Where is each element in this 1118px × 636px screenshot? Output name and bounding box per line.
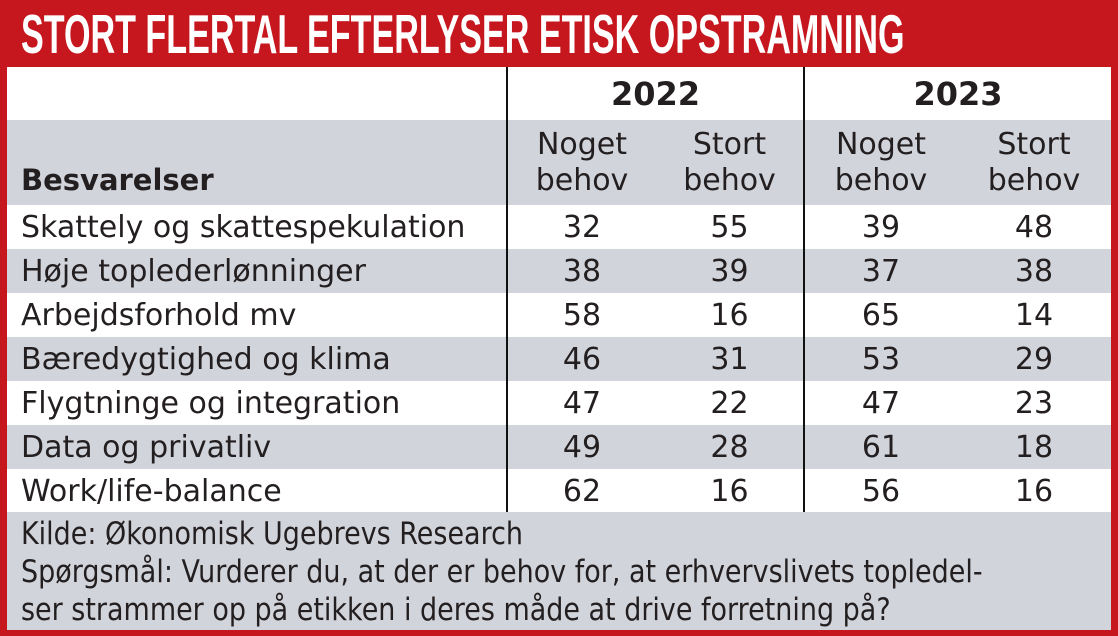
source-footer: Kilde: Økonomisk Ugebrevs Research Spørg… — [7, 512, 1111, 630]
value-cell: 18 — [957, 425, 1111, 469]
subheader-2022-stort: Stort behov — [656, 120, 804, 205]
headline-title: STORT FLERTAL EFTERLYSER ETISK OPSTRAMNI… — [21, 2, 905, 65]
table-panel: 2022 2023 Besvarelser Noget behov Stort … — [7, 67, 1111, 630]
value-cell: 22 — [656, 381, 804, 425]
value-cell: 56 — [803, 469, 957, 513]
value-cell: 16 — [957, 469, 1111, 513]
value-cell: 49 — [506, 425, 656, 469]
value-cell: 47 — [506, 381, 656, 425]
year-header-spacer — [7, 67, 507, 120]
subheader-2022-noget: Noget behov — [506, 120, 656, 205]
headline-banner: STORT FLERTAL EFTERLYSER ETISK OPSTRAMNI… — [0, 0, 1118, 67]
source-line: Kilde: Økonomisk Ugebrevs Research — [21, 516, 523, 552]
value-cell: 31 — [656, 337, 804, 381]
subheader-2023-stort: Stort behov — [957, 120, 1111, 205]
value-cell: 65 — [803, 293, 957, 337]
year-header-row: 2022 2023 — [7, 67, 1111, 120]
value-cell: 38 — [506, 249, 656, 293]
row-label: Høje toplederlønninger — [7, 249, 507, 293]
value-cell: 39 — [803, 205, 957, 249]
table-row: Høje toplederlønninger 38 39 37 38 — [7, 249, 1111, 293]
row-label: Bæredygtighed og klima — [7, 337, 507, 381]
table-row: Skattely og skattespekulation 32 55 39 4… — [7, 205, 1111, 249]
value-cell: 55 — [656, 205, 804, 249]
value-cell: 58 — [506, 293, 656, 337]
table-row: Flygtninge og integration 47 22 47 23 — [7, 381, 1111, 425]
table-row: Data og privatliv 49 28 61 18 — [7, 425, 1111, 469]
row-label: Data og privatliv — [7, 425, 507, 469]
value-cell: 48 — [957, 205, 1111, 249]
table-row: Arbejdsforhold mv 58 16 65 14 — [7, 293, 1111, 337]
value-cell: 39 — [656, 249, 804, 293]
value-cell: 62 — [506, 469, 656, 513]
year-header-2023: 2023 — [803, 67, 1111, 120]
value-cell: 29 — [957, 337, 1111, 381]
corner-label: Besvarelser — [7, 120, 507, 205]
subheader-row: Besvarelser Noget behov Stort behov Noge… — [7, 120, 1111, 205]
year-header-2022: 2022 — [506, 67, 804, 120]
value-cell: 46 — [506, 337, 656, 381]
row-label: Skattely og skattespekulation — [7, 205, 507, 249]
value-cell: 47 — [803, 381, 957, 425]
value-cell: 61 — [803, 425, 957, 469]
table-row: Bæredygtighed og klima 46 31 53 29 — [7, 337, 1111, 381]
table-row: Work/life-balance 62 16 56 16 — [7, 469, 1111, 513]
row-label: Flygtninge og integration — [7, 381, 507, 425]
row-label: Arbejdsforhold mv — [7, 293, 507, 337]
value-cell: 16 — [656, 469, 804, 513]
question-line-2: ser strammer op på etikken i deres måde … — [21, 592, 891, 628]
survey-table: 2022 2023 Besvarelser Noget behov Stort … — [7, 67, 1111, 513]
value-cell: 28 — [656, 425, 804, 469]
value-cell: 14 — [957, 293, 1111, 337]
value-cell: 38 — [957, 249, 1111, 293]
value-cell: 37 — [803, 249, 957, 293]
value-cell: 53 — [803, 337, 957, 381]
question-line-1: Spørgsmål: Vurderer du, at der er behov … — [21, 554, 983, 590]
value-cell: 16 — [656, 293, 804, 337]
row-label: Work/life-balance — [7, 469, 507, 513]
value-cell: 23 — [957, 381, 1111, 425]
subheader-2023-noget: Noget behov — [803, 120, 957, 205]
value-cell: 32 — [506, 205, 656, 249]
